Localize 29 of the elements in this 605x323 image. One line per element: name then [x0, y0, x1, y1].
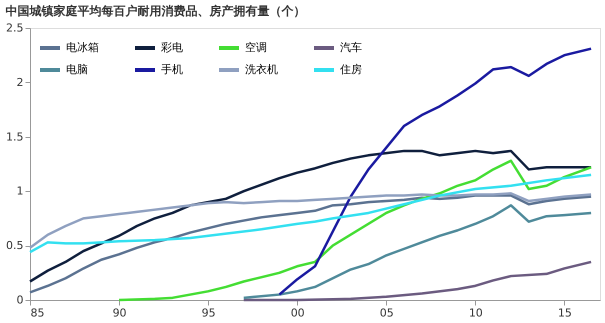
legend-label: 电冰箱 [66, 41, 99, 54]
line-series [242, 260, 592, 302]
y-tick-label: 1 [16, 184, 24, 198]
legend-label: 洗衣机 [245, 63, 278, 76]
x-tick-label: 00 [290, 306, 305, 320]
x-tick-label: 85 [30, 306, 44, 320]
x-tick-label: 15 [558, 306, 572, 320]
legend-label: 空调 [245, 41, 267, 54]
y-tick-label: 2.5 [6, 22, 24, 34]
x-tick-label: 10 [468, 306, 483, 320]
legend-label: 电脑 [66, 63, 88, 76]
x-tick-label: 95 [202, 306, 216, 320]
legend-label: 手机 [161, 63, 183, 76]
legend-label: 住房 [340, 63, 362, 76]
line-series [28, 174, 592, 254]
y-tick-label: 1.5 [6, 130, 24, 144]
y-tick-label: 0 [16, 294, 24, 306]
line-series [118, 159, 592, 302]
x-tick-label: 90 [112, 306, 127, 320]
legend-label: 彩电 [161, 41, 183, 54]
line-series [242, 204, 592, 300]
line-series [28, 192, 592, 250]
line-series [28, 194, 592, 294]
line-series [28, 150, 592, 283]
legend-label: 汽车 [340, 41, 362, 54]
y-tick-label: 2 [16, 76, 24, 89]
x-tick-label: 05 [380, 306, 394, 320]
y-tick-label: 0.5 [6, 239, 24, 252]
chart-title: 中国城镇家庭平均每百户耐用消费品、房产拥有量（个） [6, 4, 306, 18]
